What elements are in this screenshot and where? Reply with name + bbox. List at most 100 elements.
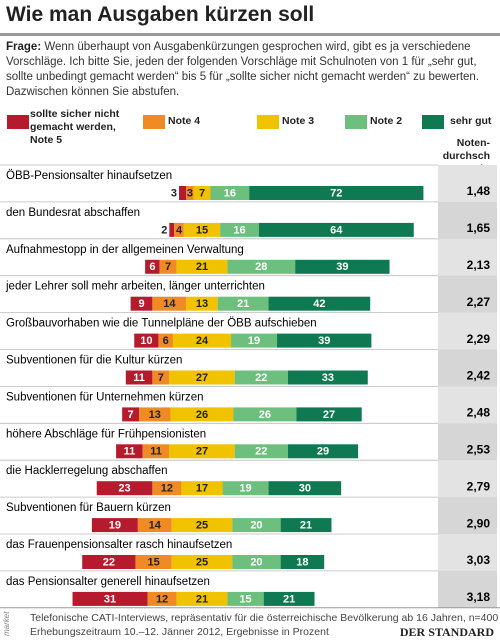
legend-label: sehr gut xyxy=(450,115,492,127)
title: Wie man Ausgaben kürzen soll xyxy=(6,3,315,26)
segment-label: 26 xyxy=(259,409,271,421)
bar-segment xyxy=(232,518,281,533)
segment-label: 42 xyxy=(313,298,325,310)
segment-label: 19 xyxy=(248,335,260,347)
segment-label: 10 xyxy=(140,335,152,347)
bar-segment xyxy=(179,186,187,200)
institute: market xyxy=(2,611,11,636)
segment-label: 20 xyxy=(250,520,262,532)
segment-label: 16 xyxy=(233,224,245,236)
bar-segment xyxy=(152,370,170,385)
average-value: 2,42 xyxy=(467,369,491,383)
segment-label: 13 xyxy=(196,298,208,310)
bar-segment xyxy=(186,186,194,200)
category-label: Aufnahmestopp in der allgemeinen Verwalt… xyxy=(6,244,244,256)
bar-segment xyxy=(96,481,153,496)
bar-segment xyxy=(263,591,315,606)
segment-label: 3 xyxy=(171,187,177,199)
bar-segment xyxy=(176,259,228,274)
bar-segment xyxy=(176,591,228,606)
legend-swatch xyxy=(345,115,367,129)
segment-label: 15 xyxy=(196,224,208,236)
bar-segment xyxy=(193,186,211,200)
segment-label: 15 xyxy=(147,556,159,568)
segment-label: 6 xyxy=(163,335,169,347)
question-label: Frage: xyxy=(6,41,42,53)
segment-label: 24 xyxy=(196,335,209,347)
segment-label: 16 xyxy=(224,187,236,199)
bar-segment xyxy=(268,296,371,311)
bar-segment xyxy=(137,518,172,533)
bar-segment xyxy=(287,444,359,459)
legend-label: sollte sicher nicht gemacht werden, Note… xyxy=(30,108,120,146)
category-label: höhere Abschläge für Frühpensionisten xyxy=(6,428,206,440)
legend-swatch xyxy=(7,115,29,129)
bar-segment xyxy=(296,407,362,422)
bar-segment xyxy=(222,481,269,496)
bar-segment xyxy=(186,296,218,311)
bar-segment xyxy=(72,591,148,606)
segment-label: 22 xyxy=(255,372,267,384)
average-value: 3,18 xyxy=(467,590,491,604)
bar-segment xyxy=(130,296,153,311)
average-value: 2,48 xyxy=(467,406,491,420)
bar-segment xyxy=(268,481,342,496)
publisher: DER STANDARD xyxy=(399,625,494,639)
segment-label: 18 xyxy=(296,556,308,568)
bar-segment xyxy=(116,444,143,459)
segment-label: 13 xyxy=(149,409,161,421)
segment-label: 20 xyxy=(250,556,262,568)
bar-segment xyxy=(91,518,138,533)
segment-label: 6 xyxy=(149,261,155,273)
bar-segment xyxy=(280,555,325,569)
bar-segment xyxy=(258,222,414,237)
bar-segment xyxy=(295,259,390,274)
average-value: 2,29 xyxy=(467,332,491,346)
segment-label: 12 xyxy=(156,593,168,605)
average-row-band xyxy=(438,423,497,461)
category-label: das Pensionsalter generell hinaufsetzen xyxy=(6,576,210,588)
segment-label: 22 xyxy=(255,446,267,458)
category-label: Subventionen für Unternehmen kürzen xyxy=(6,391,204,403)
title-rule xyxy=(0,33,500,36)
bar-segment xyxy=(125,370,153,385)
legend-label: Note 3 xyxy=(282,115,315,127)
bar-segment xyxy=(169,444,235,459)
bar-segment xyxy=(169,370,235,385)
segment-label: 17 xyxy=(196,483,208,495)
bar-segment xyxy=(171,555,233,569)
average-value: 2,90 xyxy=(467,516,491,530)
segment-label: 15 xyxy=(239,593,251,605)
bar-segment xyxy=(181,481,223,496)
category-label: ÖBB-Pensionsalter hinaufsetzen xyxy=(6,170,172,182)
segment-label: 11 xyxy=(124,446,136,458)
bar-segment xyxy=(280,518,332,533)
bar-segment xyxy=(174,222,184,237)
category-label: Großbauvorhaben wie die Tunnelpläne der … xyxy=(6,318,317,330)
bar-segment xyxy=(217,296,269,311)
average-value: 3,03 xyxy=(467,553,491,567)
segment-label: 29 xyxy=(317,446,329,458)
bar-segment xyxy=(220,222,259,237)
category-label: die Hacklerregelung abschaffen xyxy=(6,465,168,477)
bar-segment xyxy=(139,407,171,422)
bar-segment xyxy=(234,444,288,459)
question: Frage: Wenn überhaupt von Ausgabenkürzun… xyxy=(6,40,494,100)
bar-segment xyxy=(227,591,264,606)
segment-label: 3 xyxy=(187,187,193,199)
segment-label: 31 xyxy=(104,593,116,605)
segment-label: 19 xyxy=(109,520,121,532)
bar-segment xyxy=(152,481,182,496)
bar-segment xyxy=(231,333,278,348)
segment-label: 23 xyxy=(118,483,130,495)
segment-label: 21 xyxy=(300,520,312,532)
segment-label: 27 xyxy=(323,409,335,421)
segment-label: 33 xyxy=(322,372,334,384)
bar-segment xyxy=(169,222,175,237)
legend-swatch xyxy=(422,115,444,129)
average-value: 1,65 xyxy=(467,221,491,235)
category-label: jeder Lehrer soll mehr arbeiten, länger … xyxy=(5,281,265,293)
segment-label: 21 xyxy=(283,593,295,605)
